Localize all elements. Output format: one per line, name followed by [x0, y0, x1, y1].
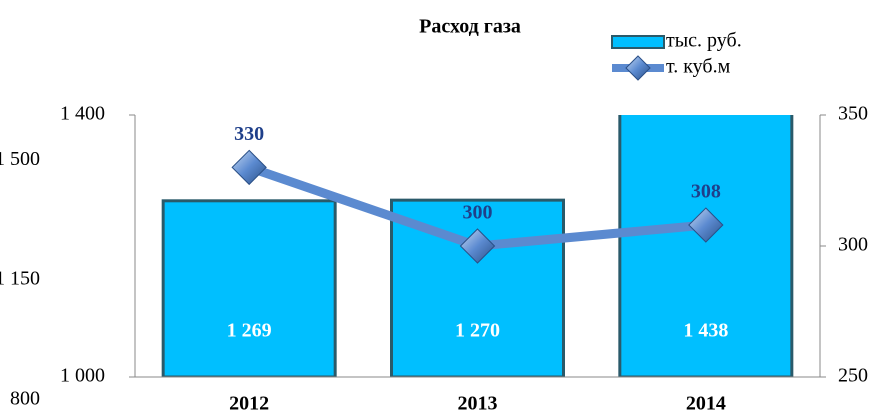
- line-marker: [231, 149, 267, 186]
- line-marker: [688, 207, 724, 243]
- x-tick-label: 2014: [686, 393, 726, 415]
- line-value-label: 330: [234, 123, 264, 145]
- legend-marker: [625, 55, 651, 81]
- y3-tick-label: 1 500: [0, 148, 40, 170]
- y-tick-label: 1 400: [60, 103, 105, 125]
- y-tick-label: 1 000: [60, 365, 105, 387]
- y3-tick-label: 800: [10, 388, 40, 410]
- y2-tick-label: 250: [838, 365, 868, 387]
- line-marker: [459, 228, 496, 264]
- line-value-label: 308: [691, 181, 721, 203]
- legend-swatch: [611, 35, 665, 49]
- y3-tick-label: 1 150: [0, 268, 40, 290]
- bar-value-label: 1 269: [227, 320, 272, 342]
- line-value-label: 300: [463, 202, 493, 224]
- y2-tick-label: 300: [838, 234, 868, 256]
- bar-value-label: 1 438: [683, 320, 728, 342]
- legend-label: т. куб.м: [666, 56, 731, 78]
- x-tick-label: 2012: [229, 393, 269, 415]
- y2-tick-label: 350: [838, 103, 868, 125]
- x-tick-label: 2013: [458, 393, 498, 415]
- legend-label: тыс. руб.: [666, 30, 742, 52]
- bar: [161, 199, 337, 377]
- bar-value-label: 1 270: [455, 320, 500, 342]
- chart-title: Расход газа: [419, 16, 521, 38]
